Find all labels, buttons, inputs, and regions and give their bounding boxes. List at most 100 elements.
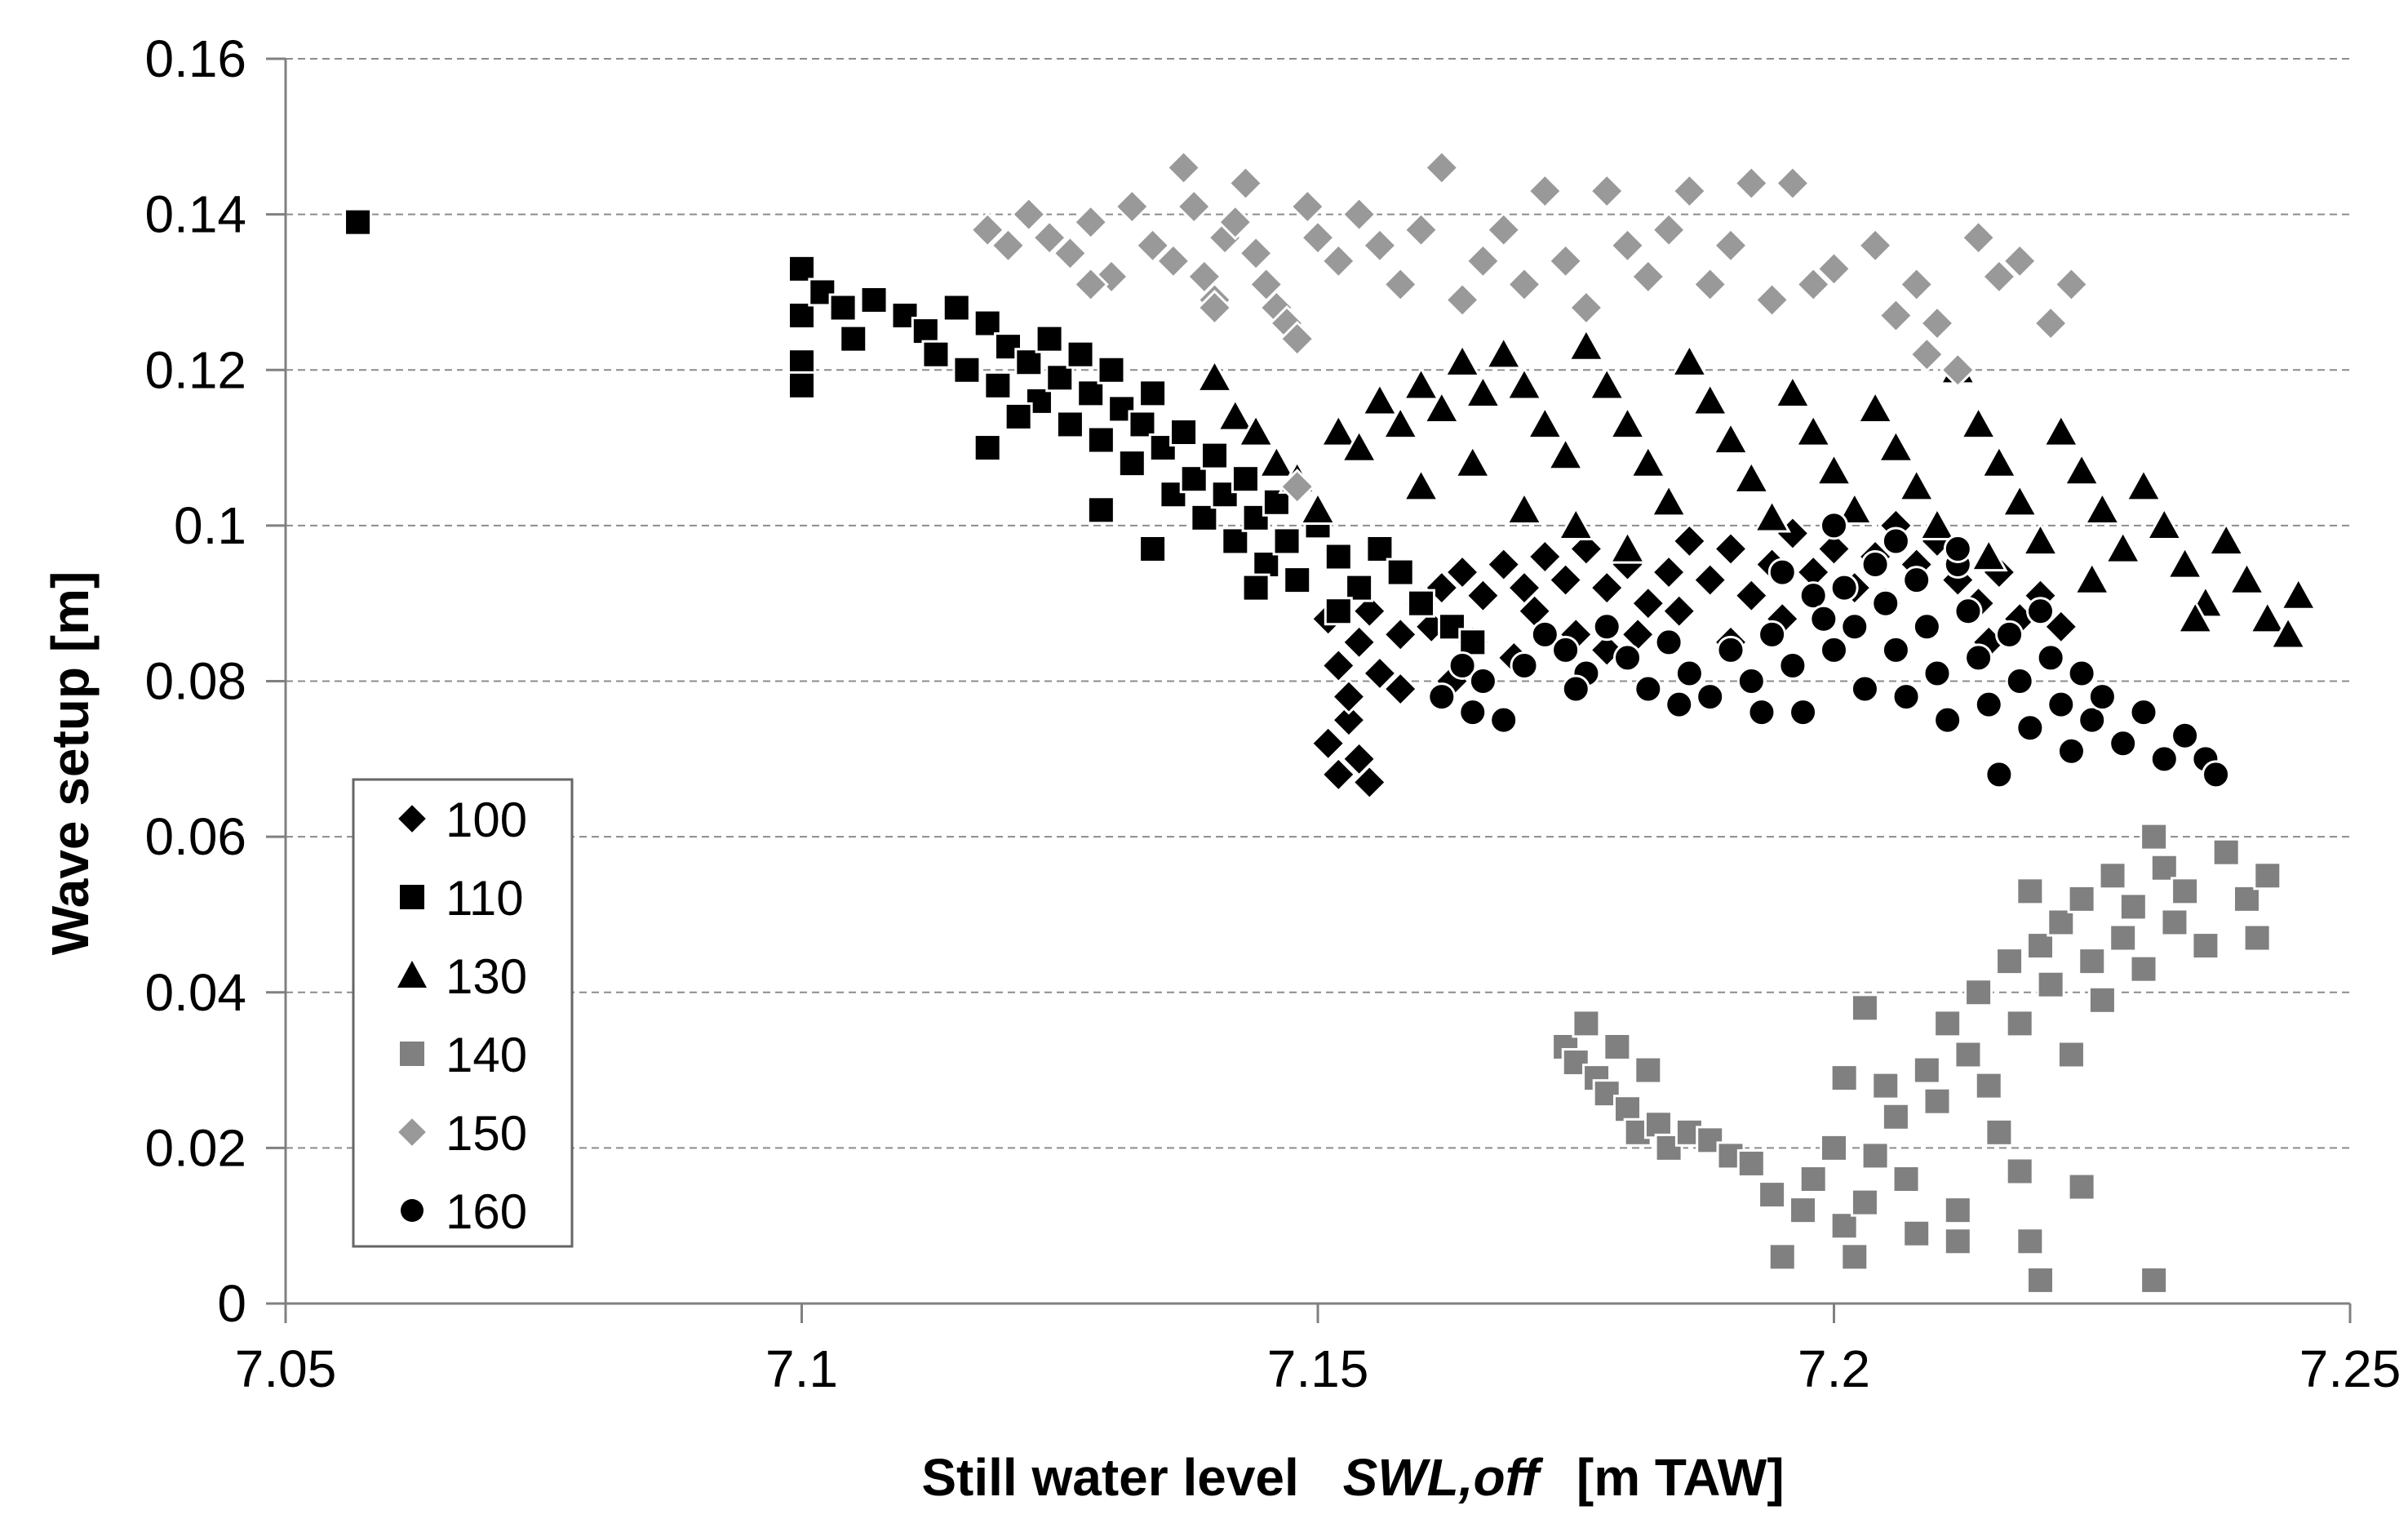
data-point	[2067, 1172, 2096, 1202]
data-point	[1351, 764, 1388, 801]
data-point	[2005, 1009, 2034, 1038]
series-150	[969, 149, 2090, 505]
data-point	[1465, 577, 1501, 614]
data-point	[1877, 428, 1915, 463]
data-point	[1959, 405, 1998, 440]
legend-marker	[400, 1042, 424, 1066]
data-point	[1221, 526, 1250, 556]
data-point	[1712, 227, 1749, 264]
data-point	[1320, 647, 1357, 684]
data-point	[2047, 908, 2076, 937]
data-point	[1789, 1196, 1818, 1225]
data-point	[1551, 635, 1581, 664]
data-point	[1086, 425, 1115, 455]
data-point	[1345, 573, 1374, 602]
data-point	[1589, 172, 1625, 210]
data-point	[990, 227, 1027, 264]
data-point	[1159, 480, 1188, 509]
data-point	[1138, 534, 1168, 563]
data-point	[1820, 635, 1848, 664]
data-point	[1912, 612, 1941, 642]
data-point	[1712, 531, 1749, 567]
data-point	[1815, 451, 1853, 486]
data-point	[1360, 381, 1399, 416]
data-point	[1630, 258, 1666, 295]
data-point	[1568, 531, 1605, 567]
x-axis-title-part-2: SWL,off	[1343, 1448, 1544, 1507]
data-point	[1696, 682, 1725, 712]
data-point	[1953, 597, 1983, 626]
data-point	[1525, 405, 1564, 440]
data-point	[1592, 612, 1621, 642]
data-point	[1330, 702, 1368, 739]
data-point	[2149, 853, 2179, 882]
data-point	[2033, 304, 2069, 342]
data-point	[1572, 1009, 1601, 1038]
legend-marker	[400, 885, 424, 909]
data-point	[1134, 227, 1171, 264]
data-point	[1654, 628, 1683, 657]
legend-entry: 100	[398, 793, 527, 847]
data-point	[1031, 220, 1068, 256]
data-point	[1691, 381, 1730, 416]
data-point	[1298, 490, 1337, 525]
data-point	[1382, 616, 1419, 653]
data-point	[2144, 505, 2184, 541]
legend-label: 140	[446, 1028, 527, 1082]
data-point	[1974, 1071, 2003, 1100]
y-tick-label: 0	[217, 1274, 246, 1333]
data-point	[1448, 651, 1477, 680]
data-point	[1035, 324, 1064, 353]
data-point	[2056, 736, 2086, 766]
data-points	[344, 149, 2318, 1295]
data-point	[1758, 620, 1787, 649]
data-point	[1608, 529, 1647, 564]
legend-entry: 160	[401, 1184, 527, 1239]
data-point	[1940, 352, 1976, 389]
data-point	[839, 324, 868, 353]
data-point	[1341, 624, 1377, 660]
data-point	[1097, 355, 1126, 384]
data-point	[2279, 575, 2318, 611]
data-point	[1878, 297, 1914, 334]
data-point	[2042, 412, 2081, 447]
data-point	[1995, 947, 2024, 976]
data-point	[2104, 529, 2143, 564]
y-tick-label: 0.14	[144, 185, 246, 244]
data-point	[2000, 482, 2039, 517]
data-point	[1840, 1242, 1869, 1272]
data-point	[2078, 947, 2107, 976]
data-point	[1055, 410, 1084, 439]
data-point	[2140, 822, 2169, 851]
data-point	[1650, 553, 1687, 591]
data-point	[2202, 760, 2231, 789]
data-point	[1241, 573, 1271, 602]
data-point	[787, 254, 816, 283]
data-point	[2073, 560, 2112, 595]
data-point	[1933, 1009, 1962, 1038]
data-point	[1860, 1141, 1890, 1170]
legend-marker	[401, 1199, 424, 1222]
data-point	[1179, 464, 1208, 494]
data-point	[1195, 358, 1234, 393]
data-point	[983, 371, 1013, 400]
data-point	[1272, 526, 1302, 556]
data-point	[1587, 366, 1626, 401]
data-point	[1045, 363, 1075, 393]
data-point	[1984, 760, 2014, 789]
data-point	[1613, 643, 1642, 673]
x-axis-title-part-3: [m TAW]	[1577, 1448, 1785, 1507]
data-point	[2171, 877, 2200, 906]
legend-entry: 130	[397, 949, 527, 1004]
data-point	[1196, 289, 1233, 326]
data-point	[1403, 211, 1439, 248]
data-point	[1052, 235, 1089, 272]
data-point	[1382, 266, 1419, 303]
data-point	[1603, 1032, 1632, 1061]
data-point	[1066, 340, 1095, 369]
data-point	[1650, 211, 1687, 248]
data-point	[1856, 227, 1894, 264]
data-point	[2118, 892, 2148, 922]
data-point	[1671, 522, 1708, 560]
data-point	[1980, 443, 2019, 478]
